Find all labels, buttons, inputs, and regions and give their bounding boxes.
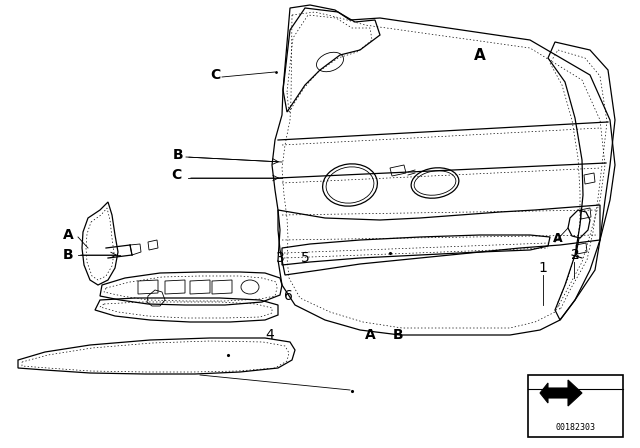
Text: 00182303: 00182303	[556, 423, 596, 432]
Text: A: A	[365, 328, 376, 342]
Text: A: A	[63, 228, 74, 242]
Text: A: A	[553, 232, 563, 245]
Text: C: C	[171, 168, 181, 182]
Text: 5: 5	[301, 251, 309, 265]
Text: 2: 2	[571, 248, 579, 262]
Text: 1: 1	[539, 261, 547, 275]
Text: B: B	[173, 148, 183, 162]
Text: A: A	[474, 47, 486, 63]
Text: B: B	[393, 328, 403, 342]
Text: 3: 3	[276, 251, 284, 265]
Bar	[528, 375, 623, 437]
Polygon shape	[540, 380, 582, 406]
Text: C: C	[210, 68, 220, 82]
Text: 6: 6	[284, 289, 292, 303]
Text: 4: 4	[266, 328, 275, 342]
Text: B: B	[63, 248, 74, 262]
